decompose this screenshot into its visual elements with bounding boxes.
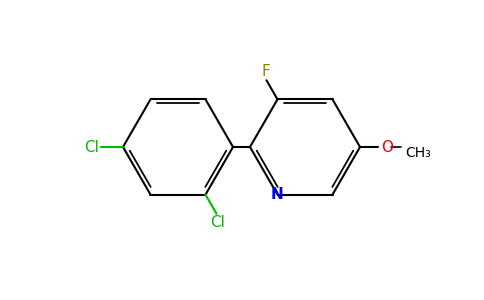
- Text: Cl: Cl: [210, 215, 225, 230]
- Text: Cl: Cl: [84, 140, 99, 154]
- Text: N: N: [271, 187, 284, 202]
- Text: F: F: [261, 64, 270, 79]
- Text: O: O: [381, 140, 393, 154]
- Text: CH₃: CH₃: [405, 146, 431, 160]
